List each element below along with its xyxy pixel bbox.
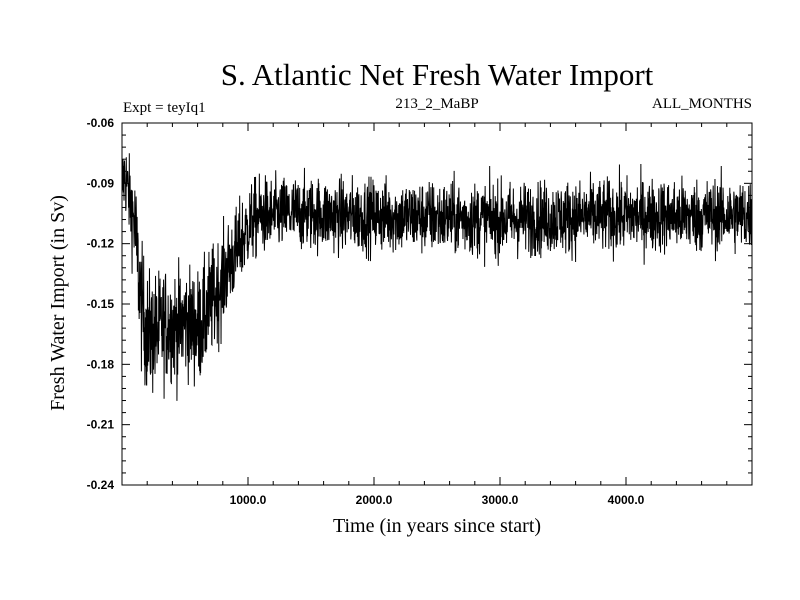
x-axis-label: Time (in years since start) [333, 515, 541, 537]
y-tick-label: -0.12 [87, 237, 115, 251]
y-tick-label: -0.24 [87, 478, 115, 492]
y-tick-label: -0.06 [87, 116, 115, 130]
y-tick-label: -0.09 [87, 176, 115, 190]
x-tick-label: 4000.0 [608, 493, 645, 507]
y-tick-label: -0.18 [87, 357, 115, 371]
months-label: ALL_MONTHS [652, 96, 752, 112]
plot-area [121, 153, 753, 401]
chart-title: S. Atlantic Net Fresh Water Import [221, 57, 654, 92]
x-tick-label: 2000.0 [356, 493, 393, 507]
x-tick-label: 1000.0 [230, 493, 267, 507]
experiment-label: Expt = teyIq1 [123, 100, 206, 116]
axes: -0.06 -0.09 -0.12 -0.15 -0.18 -0.21 -0.24 1000.… [87, 116, 753, 507]
period-label: 213_2_MaBP [395, 96, 478, 112]
y-axis-label: Fresh Water Import (in Sv) [47, 195, 69, 411]
series-line [121, 153, 753, 401]
x-tick-label: 3000.0 [482, 493, 519, 507]
y-tick-label: -0.21 [87, 418, 115, 432]
y-tick-label: -0.15 [87, 297, 115, 311]
